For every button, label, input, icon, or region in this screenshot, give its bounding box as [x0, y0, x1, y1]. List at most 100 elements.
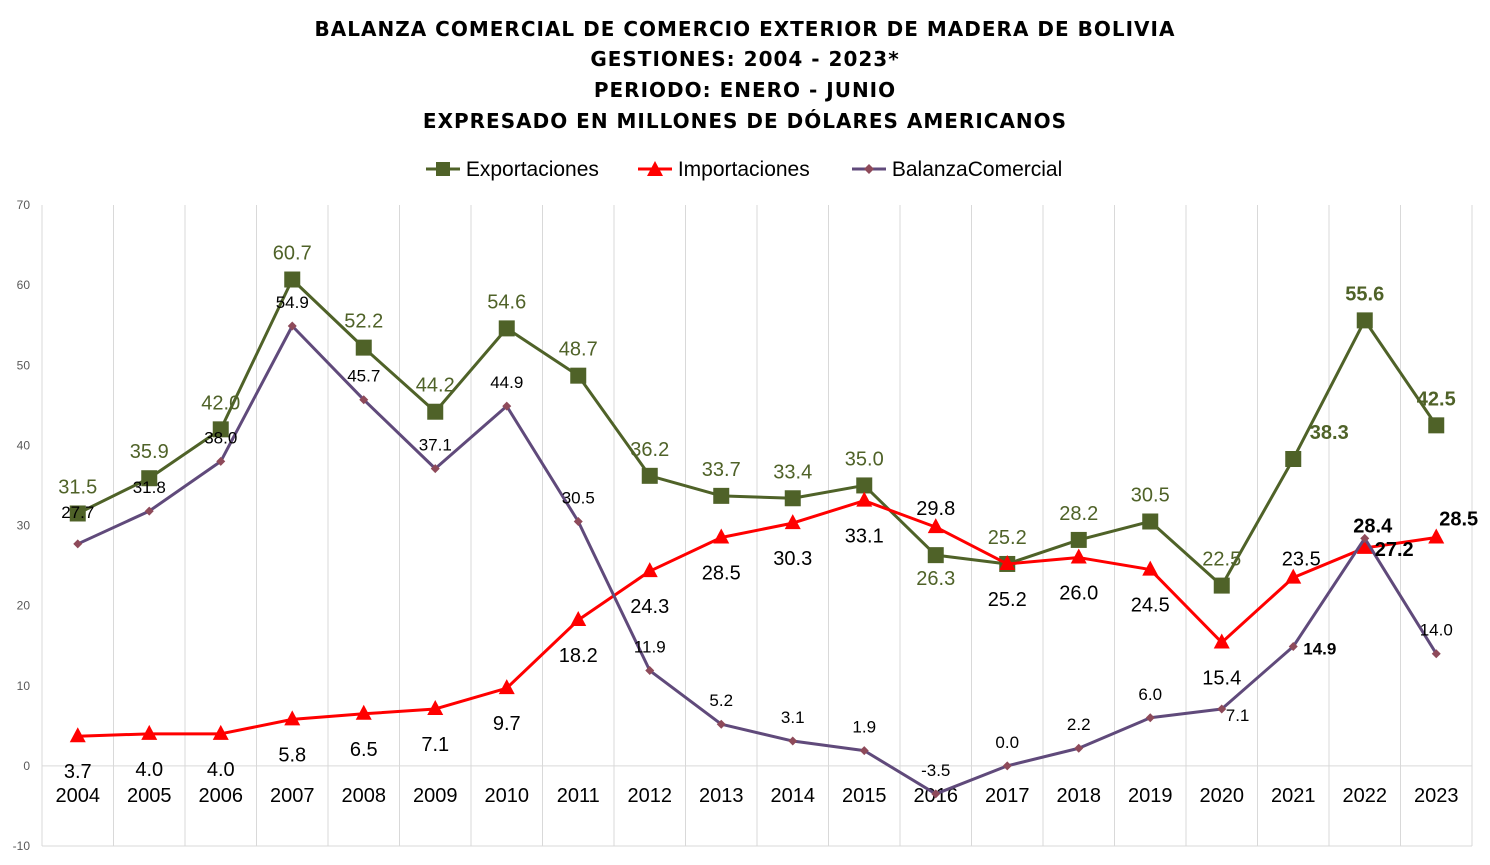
data-point-balanzacomercial: [573, 516, 583, 526]
data-label-balanzacomercial: 28.4: [1353, 515, 1393, 537]
data-label-balanzacomercial: 44.9: [490, 373, 523, 392]
data-label-importaciones: 28.5: [1439, 509, 1478, 531]
data-point-balanzacomercial: [73, 539, 83, 549]
data-label-importaciones: 27.2: [1375, 539, 1414, 561]
data-label-exportaciones: 33.4: [773, 461, 812, 483]
data-point-balanzacomercial: [645, 666, 655, 676]
data-label-exportaciones: 48.7: [559, 339, 598, 361]
legend-label-balanzacomercial: BalanzaComercial: [891, 158, 1063, 181]
data-point-balanzacomercial: [287, 321, 297, 331]
data-label-balanzacomercial: 0.0: [995, 733, 1019, 752]
data-label-balanzacomercial: 1.9: [852, 718, 876, 737]
data-point-importaciones: [141, 724, 158, 740]
data-label-exportaciones: 22.5: [1202, 549, 1241, 571]
data-point-balanzacomercial: [716, 719, 726, 729]
data-label-exportaciones: 36.2: [630, 439, 669, 461]
data-label-importaciones: 23.5: [1282, 549, 1321, 571]
data-point-exportaciones: [1142, 513, 1159, 530]
data-label-exportaciones: 44.2: [416, 375, 455, 397]
data-point-importaciones: [355, 704, 372, 720]
data-point-importaciones: [284, 710, 301, 726]
data-point-balanzacomercial: [1288, 641, 1298, 651]
y-tick-label: 40: [17, 438, 31, 452]
x-tick-label: 2019: [1128, 785, 1173, 807]
data-label-importaciones: 7.1: [421, 734, 449, 756]
data-label-exportaciones: 30.5: [1131, 484, 1170, 506]
y-tick-label: 20: [17, 599, 31, 613]
data-label-exportaciones: 28.2: [1059, 503, 1098, 525]
data-label-importaciones: 30.3: [773, 548, 812, 570]
data-label-exportaciones: 31.5: [58, 476, 97, 498]
data-point-importaciones: [1428, 528, 1445, 544]
data-label-exportaciones: 35.9: [130, 441, 169, 463]
data-point-balanzacomercial: [1145, 713, 1155, 723]
x-tick-label: 2013: [699, 785, 744, 807]
data-label-balanzacomercial: 45.7: [347, 367, 380, 386]
x-tick-label: 2022: [1343, 785, 1388, 807]
data-point-importaciones: [1285, 568, 1302, 584]
data-label-balanzacomercial: 6.0: [1138, 685, 1162, 704]
data-point-importaciones: [927, 518, 944, 534]
data-point-balanzacomercial: [1360, 533, 1370, 543]
series-line-balanzacomercial: [77, 324, 1438, 796]
data-point-exportaciones: [355, 339, 372, 356]
data-label-exportaciones: 38.3: [1310, 422, 1349, 444]
data-point-balanzacomercial: [430, 464, 440, 474]
data-label-importaciones: 24.3: [630, 596, 669, 618]
data-point-balanzacomercial: [502, 401, 512, 411]
data-label-importaciones: 5.8: [278, 744, 306, 766]
data-label-balanzacomercial: 54.9: [276, 293, 309, 312]
data-point-exportaciones: [784, 490, 801, 507]
data-label-exportaciones: 42.5: [1417, 388, 1456, 410]
x-tick-label: 2004: [56, 785, 101, 807]
data-label-balanzacomercial: 11.9: [634, 638, 666, 657]
x-tick-label: 2007: [270, 785, 315, 807]
x-tick-label: 2011: [557, 785, 600, 807]
data-point-importaciones: [1070, 548, 1087, 564]
data-point-exportaciones: [927, 547, 944, 564]
data-point-exportaciones: [1070, 531, 1087, 548]
data-label-importaciones: 4.0: [207, 759, 235, 781]
data-label-balanzacomercial: 30.5: [562, 488, 595, 507]
data-label-balanzacomercial: 14.9: [1303, 639, 1336, 658]
data-point-importaciones: [1142, 560, 1159, 576]
data-label-balanzacomercial: 14.0: [1420, 621, 1453, 640]
data-point-importaciones: [1356, 538, 1373, 554]
data-label-importaciones: 29.8: [916, 498, 955, 520]
data-point-exportaciones: [570, 367, 587, 384]
data-label-balanzacomercial: 7.1: [1226, 706, 1250, 725]
data-label-balanzacomercial: 31.8: [133, 478, 166, 497]
data-label-importaciones: 33.1: [845, 526, 884, 548]
y-tick-label: 60: [17, 278, 31, 292]
legend-marker-diamond-icon: [852, 164, 886, 174]
data-point-exportaciones: [141, 470, 158, 487]
data-label-importaciones: 9.7: [493, 713, 521, 735]
data-point-exportaciones: [284, 271, 301, 288]
data-label-exportaciones: 42.0: [201, 392, 240, 414]
data-label-balanzacomercial: 27.7: [61, 503, 94, 522]
data-label-balanzacomercial: 5.2: [709, 691, 733, 710]
data-point-importaciones: [212, 724, 229, 740]
data-label-importaciones: 15.4: [1202, 667, 1241, 689]
data-point-exportaciones: [1285, 450, 1302, 467]
data-label-exportaciones: 35.0: [845, 448, 884, 470]
legend-item-exportaciones: Exportaciones: [426, 152, 599, 182]
data-label-exportaciones: 54.6: [487, 291, 526, 313]
series-line-importaciones: [77, 499, 1437, 738]
data-point-balanzacomercial: [788, 736, 798, 746]
y-tick-label: 50: [17, 358, 31, 372]
x-tick-label: 2015: [842, 785, 887, 807]
data-label-exportaciones: 60.7: [273, 243, 312, 265]
data-point-importaciones: [856, 491, 873, 507]
data-point-balanzacomercial: [1074, 743, 1084, 753]
data-point-importaciones: [784, 514, 801, 530]
data-point-importaciones: [570, 611, 587, 627]
data-point-exportaciones: [856, 477, 873, 494]
data-point-importaciones: [999, 554, 1016, 570]
data-point-importaciones: [713, 528, 730, 544]
data-point-balanzacomercial: [1217, 704, 1227, 714]
data-label-exportaciones: 33.7: [702, 459, 741, 481]
x-tick-label: 2006: [199, 785, 244, 807]
